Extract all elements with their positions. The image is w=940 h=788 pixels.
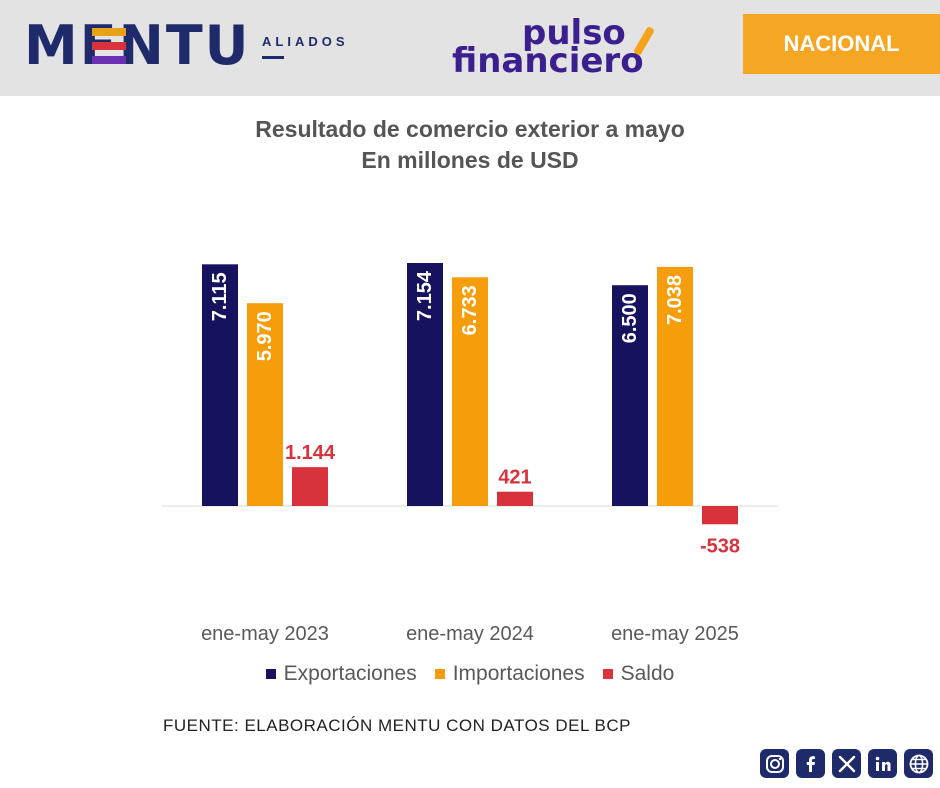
pulso-financiero-logo: pulso financiero <box>452 14 662 84</box>
facebook-icon[interactable] <box>796 749 825 778</box>
data-label-saldo-1: 421 <box>498 467 531 489</box>
legend-swatch-saldo <box>602 669 613 679</box>
legend-swatch-importaciones <box>434 669 445 679</box>
bar-exportaciones-1 <box>407 263 443 506</box>
pulso-logo-line1: pulso <box>522 13 626 53</box>
bar-importaciones-0 <box>247 303 283 506</box>
legend-label-exportaciones: Exportaciones <box>283 662 417 685</box>
chart-legend: Exportaciones Importaciones Saldo <box>0 662 940 686</box>
data-label-saldo-0: 1.144 <box>285 442 336 464</box>
bar-importaciones-2 <box>657 266 693 506</box>
logo-accent-bar-bottom <box>92 56 126 64</box>
bar-importaciones-1 <box>452 277 488 506</box>
legend-item-exportaciones: Exportaciones <box>265 662 417 686</box>
section-badge: NACIONAL <box>743 14 940 74</box>
logo-accent-bar-mid <box>92 42 126 50</box>
logo-accent-bar-top <box>92 28 126 36</box>
source-note: FUENTE: ELABORACIÓN MENTU CON DATOS DEL … <box>163 716 631 735</box>
header-bar: MENTU ALIADOS pulso financiero NACIONAL <box>0 0 940 96</box>
data-label-importaciones-1: 6.733 <box>459 285 481 335</box>
bar-exportaciones-2 <box>612 285 648 506</box>
bar-saldo-0 <box>292 467 328 506</box>
legend-label-importaciones: Importaciones <box>452 662 585 685</box>
bar-saldo-2 <box>702 506 738 525</box>
chart-title: Resultado de comercio exterior a mayo <box>255 116 685 142</box>
pulso-logo-line2: financiero <box>452 41 644 81</box>
legend-item-saldo: Saldo <box>602 662 675 686</box>
data-label-exportaciones-2: 6.500 <box>619 293 641 343</box>
data-label-importaciones-2: 7.038 <box>664 275 686 325</box>
chart-subtitle: En millones de USD <box>361 147 579 173</box>
data-label-saldo-2: -538 <box>700 535 740 557</box>
category-label: ene-may 2024 <box>406 623 534 645</box>
mentu-logo: MENTU <box>24 14 251 77</box>
bar-exportaciones-0 <box>202 264 238 506</box>
instagram-icon[interactable] <box>760 749 789 778</box>
category-label: ene-may 2023 <box>201 623 329 645</box>
linkedin-icon[interactable] <box>868 749 897 778</box>
aliados-label: ALIADOS <box>262 34 349 49</box>
x-icon[interactable] <box>832 749 861 778</box>
category-label: ene-may 2025 <box>611 623 739 645</box>
legend-item-importaciones: Importaciones <box>434 662 585 686</box>
legend-swatch-exportaciones <box>265 669 276 679</box>
globe-icon[interactable] <box>904 749 933 778</box>
aliados-dash <box>262 56 284 59</box>
bar-saldo-1 <box>497 491 533 506</box>
social-links <box>760 749 933 778</box>
legend-label-saldo: Saldo <box>620 662 675 685</box>
data-label-exportaciones-0: 7.115 <box>209 272 231 321</box>
data-label-exportaciones-1: 7.154 <box>414 270 436 321</box>
bar-chart: ene-may 2023 ene-may 2024 ene-may 2025 7.11… <box>162 263 778 645</box>
data-label-importaciones-0: 5.970 <box>254 311 276 361</box>
